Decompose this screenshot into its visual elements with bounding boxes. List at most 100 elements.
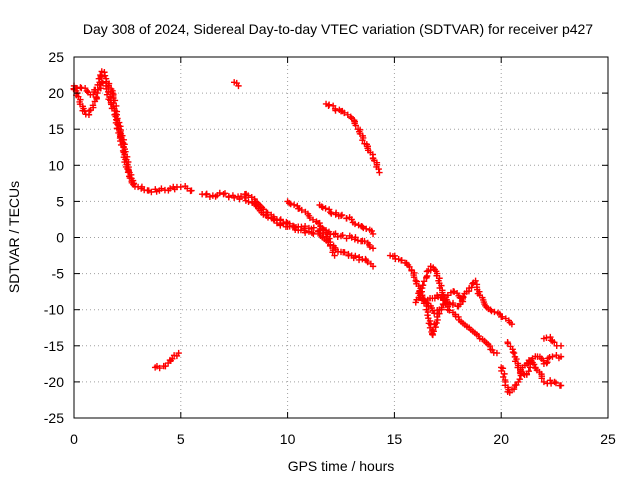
data-point xyxy=(360,224,367,232)
data-point xyxy=(449,299,457,307)
data-point xyxy=(540,378,548,386)
data-point xyxy=(557,353,565,360)
data-point xyxy=(557,342,565,349)
data-point xyxy=(433,319,440,327)
data-point xyxy=(169,355,176,362)
data-point xyxy=(305,228,313,235)
data-point xyxy=(92,86,99,94)
series-track-m xyxy=(416,288,466,317)
series-track-g xyxy=(322,100,383,176)
data-point xyxy=(287,200,294,208)
data-point xyxy=(398,257,405,264)
data-point xyxy=(334,233,341,240)
data-point xyxy=(309,216,317,224)
data-point xyxy=(184,185,191,192)
data-point xyxy=(188,187,195,194)
data-point xyxy=(290,201,298,209)
x-tick-labels: 0 5 10 15 20 25 xyxy=(70,431,616,447)
series-track-d xyxy=(241,190,377,270)
data-point xyxy=(325,101,333,108)
data-point xyxy=(419,282,426,289)
data-point xyxy=(369,263,377,270)
data-point xyxy=(354,237,362,244)
series-track-l xyxy=(423,277,516,328)
data-point xyxy=(341,109,348,117)
data-point xyxy=(549,353,556,360)
series-track-p xyxy=(540,333,565,349)
data-point xyxy=(277,216,284,223)
data-point xyxy=(557,382,565,389)
data-point xyxy=(166,185,174,192)
y-tick-label: 0 xyxy=(56,230,64,246)
data-point xyxy=(339,231,346,239)
data-point xyxy=(352,252,359,260)
data-point xyxy=(96,79,103,86)
data-point xyxy=(363,225,370,232)
x-tick-label: 0 xyxy=(70,431,78,447)
data-point xyxy=(499,313,506,321)
data-point xyxy=(456,294,463,301)
data-point xyxy=(156,364,163,372)
y-tick-label: -25 xyxy=(44,410,64,426)
y-tick-label: 5 xyxy=(56,193,64,209)
data-point xyxy=(351,220,359,228)
data-point xyxy=(446,300,453,307)
data-point xyxy=(244,192,252,199)
data-point xyxy=(501,370,508,378)
data-point xyxy=(83,87,91,95)
data-point xyxy=(508,320,516,328)
data-point xyxy=(318,203,325,210)
data-point xyxy=(410,274,418,281)
data-point xyxy=(283,218,290,226)
y-axis-label: SDTVAR / TECUs xyxy=(6,181,22,293)
data-point xyxy=(343,235,350,242)
data-point xyxy=(286,220,293,227)
data-point xyxy=(202,191,210,198)
chart-title: Day 308 of 2024, Sidereal Day-to-day VTE… xyxy=(83,21,593,37)
data-point xyxy=(345,250,352,258)
data-point xyxy=(352,122,359,129)
data-point xyxy=(530,361,538,368)
data-point xyxy=(361,237,368,245)
data-point xyxy=(441,297,448,304)
data-point xyxy=(130,180,138,187)
data-point xyxy=(341,249,348,256)
data-point xyxy=(158,185,165,192)
series-track-h xyxy=(231,79,242,90)
data-point xyxy=(455,313,462,321)
data-point xyxy=(225,193,232,201)
data-point xyxy=(359,136,366,144)
x-tick-label: 25 xyxy=(600,431,616,447)
data-point xyxy=(423,274,430,281)
data-point xyxy=(322,205,329,212)
data-point xyxy=(498,367,505,375)
data-point xyxy=(138,183,146,191)
data-point xyxy=(516,375,523,383)
data-point xyxy=(221,190,229,197)
data-point xyxy=(322,227,330,234)
y-tick-label: -10 xyxy=(44,302,64,318)
data-point xyxy=(264,209,271,216)
series-track-b xyxy=(70,68,138,187)
data-point xyxy=(86,107,93,114)
data-point xyxy=(375,165,382,173)
x-tick-label: 20 xyxy=(493,431,509,447)
data-point xyxy=(343,215,350,222)
x-axis-label: GPS time / hours xyxy=(288,458,395,474)
data-point xyxy=(424,312,431,319)
data-point xyxy=(301,229,309,236)
series-track-i xyxy=(151,349,182,372)
series-track-f xyxy=(316,201,377,238)
data-point xyxy=(487,306,494,313)
y-tick-label: 10 xyxy=(48,157,64,173)
y-tick-label: -5 xyxy=(52,266,65,282)
y-tick-labels: 25 20 15 10 5 0 -5 -10 -15 -20 -25 xyxy=(44,49,64,426)
data-point xyxy=(319,204,326,211)
data-point xyxy=(332,230,339,237)
data-point xyxy=(113,111,120,118)
data-point xyxy=(517,367,524,375)
data-point xyxy=(509,348,517,356)
data-point xyxy=(472,277,479,285)
data-point xyxy=(525,368,532,375)
